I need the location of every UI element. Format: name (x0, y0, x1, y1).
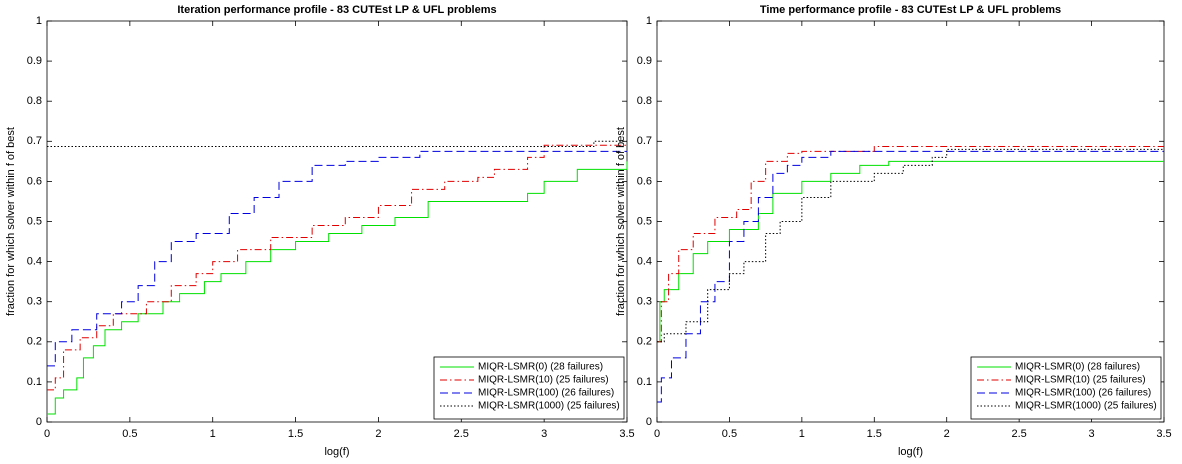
y-tick-label: 0.4 (27, 256, 42, 268)
x-tick-label: 2 (375, 428, 381, 440)
x-tick-label: 3.5 (619, 428, 634, 440)
y-tick-label: 0.5 (27, 215, 42, 227)
legend-label: MIQR-LSMR(1000) (25 failures) (478, 401, 620, 412)
series-line (657, 160, 1164, 343)
y-tick-label: 0.6 (637, 175, 652, 187)
y-tick-label: 0.4 (637, 256, 652, 268)
x-tick-label: 2.5 (1011, 428, 1026, 440)
y-tick-label: 0.6 (27, 175, 42, 187)
y-tick-label: 0.3 (27, 296, 42, 308)
x-tick-label: 2.5 (454, 428, 469, 440)
x-tick-label: 3 (1089, 428, 1095, 440)
y-tick-label: 0.7 (27, 135, 42, 147)
chart-title: Time performance profile - 83 CUTEst LP … (760, 4, 1061, 16)
y-tick-label: 0.1 (637, 376, 652, 388)
x-tick-label: 1 (799, 428, 805, 440)
series-line (657, 150, 1164, 403)
x-tick-label: 0.5 (122, 428, 137, 440)
y-tick-label: 0.9 (27, 55, 42, 67)
y-tick-label: 1 (646, 15, 652, 27)
legend-label: MIQR-LSMR(1000) (25 failures) (1015, 401, 1157, 412)
x-tick-label: 3 (541, 428, 547, 440)
chart-title: Iteration performance profile - 83 CUTEs… (177, 4, 496, 16)
y-tick-label: 0.5 (637, 215, 652, 227)
series-line (47, 144, 627, 391)
y-tick-label: 0 (36, 416, 42, 428)
series-line (47, 140, 627, 148)
y-axis-label: fraction for which solver within f of be… (615, 127, 627, 316)
y-tick-label: 0.8 (637, 95, 652, 107)
x-axis-label: log(f) (324, 446, 349, 458)
y-tick-label: 0.9 (637, 55, 652, 67)
legend-label: MIQR-LSMR(10) (25 failures) (478, 375, 609, 386)
y-tick-label: 0.2 (637, 336, 652, 348)
y-tick-label: 0.7 (637, 135, 652, 147)
x-tick-label: 0.5 (722, 428, 737, 440)
series-line (657, 148, 1164, 343)
series-line (47, 161, 628, 415)
x-tick-label: 1.5 (867, 428, 882, 440)
x-tick-label: 0 (44, 428, 50, 440)
y-axis-label: fraction for which solver within f of be… (5, 127, 17, 316)
x-tick-label: 0 (654, 428, 660, 440)
legend-label: MIQR-LSMR(100) (26 failures) (478, 388, 614, 399)
x-tick-label: 3.5 (1156, 428, 1171, 440)
y-tick-label: 0.2 (27, 336, 42, 348)
series-line (47, 150, 627, 367)
legend-label: MIQR-LSMR(0) (28 failures) (1015, 362, 1140, 373)
x-tick-label: 2 (944, 428, 950, 440)
series-line (657, 146, 1164, 343)
x-tick-label: 1.5 (288, 428, 303, 440)
x-axis-label: log(f) (898, 446, 923, 458)
x-tick-label: 1 (210, 428, 216, 440)
y-tick-label: 0.1 (27, 376, 42, 388)
legend-label: MIQR-LSMR(0) (28 failures) (478, 362, 603, 373)
y-tick-label: 1 (36, 15, 42, 27)
y-tick-label: 0.8 (27, 95, 42, 107)
y-tick-label: 0 (646, 416, 652, 428)
y-tick-label: 0.3 (637, 296, 652, 308)
legend-label: MIQR-LSMR(100) (26 failures) (1015, 388, 1151, 399)
legend-label: MIQR-LSMR(10) (25 failures) (1015, 375, 1146, 386)
